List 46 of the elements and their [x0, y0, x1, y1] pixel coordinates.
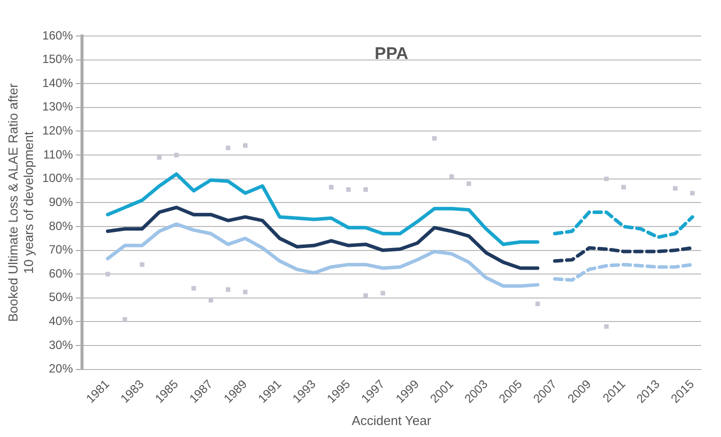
y-tick-label: 110%: [43, 147, 74, 162]
y-tick-label: 140%: [42, 76, 74, 90]
point: [621, 184, 626, 190]
line-series: [553, 210, 694, 239]
y-tick-label: 120%: [42, 124, 74, 138]
point: [363, 187, 368, 192]
x-axis-title: Accident Year: [352, 412, 432, 428]
text: PPA: [374, 44, 408, 64]
point: [122, 317, 128, 322]
point: [174, 152, 179, 158]
point: [449, 174, 454, 179]
line-series: [553, 262, 694, 282]
point: [672, 186, 678, 191]
point: [140, 262, 144, 267]
point: [690, 190, 695, 196]
y-tick-label: 100%: [42, 171, 74, 186]
line-series: [553, 246, 694, 263]
y-tick-label: 70%: [48, 242, 74, 257]
y-tick-label: 60%: [48, 266, 74, 280]
y-tick-label: 30%: [48, 338, 74, 352]
point: [243, 143, 248, 148]
point: [226, 146, 230, 150]
point: [346, 187, 351, 192]
point: [105, 272, 110, 276]
y-tick-label: 150%: [42, 52, 74, 66]
y-tick-label: 40%: [48, 314, 74, 328]
point: [604, 176, 609, 182]
y-tick-label: 80%: [48, 218, 74, 233]
y-tick-label: 130%: [42, 100, 74, 114]
point: [191, 286, 196, 291]
point: [535, 302, 540, 306]
y-axis-title: Booked Ultimate Loss & ALAE Ratio after 10 years of development: [5, 82, 36, 322]
point: [208, 298, 214, 303]
point: [243, 290, 248, 294]
point: [466, 181, 472, 186]
point: [432, 136, 437, 141]
point: [328, 184, 334, 190]
y-tick-label: 160%: [42, 28, 74, 42]
y-tick-label: 90%: [48, 194, 74, 209]
y-tick-label: 20%: [48, 362, 74, 376]
point: [604, 324, 609, 329]
point: [157, 155, 162, 160]
point: [363, 293, 368, 298]
point: [380, 290, 386, 296]
y-tick-label: 50%: [48, 290, 74, 304]
point: [226, 287, 230, 292]
